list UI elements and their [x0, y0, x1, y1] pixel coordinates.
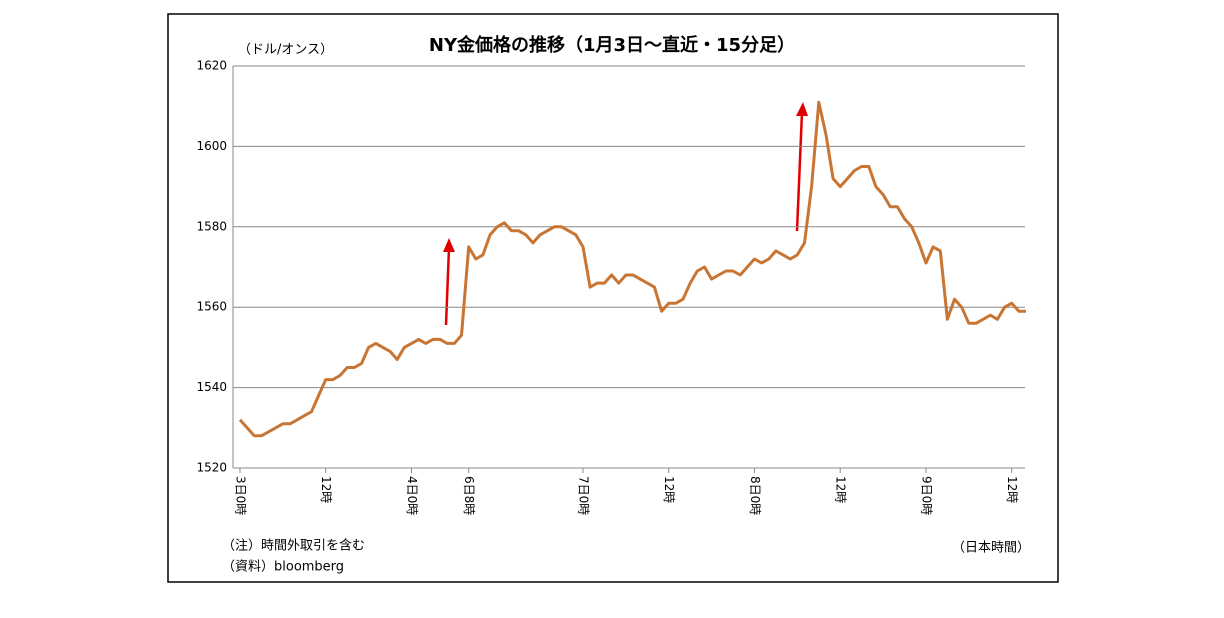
arrows [443, 102, 808, 326]
y-tick-label: 1540 [196, 380, 227, 394]
y-tick-label: 1620 [196, 59, 227, 73]
y-tick-label: 1560 [196, 300, 227, 314]
chart-title: NY金価格の推移（1月3日～直近・15分足） [429, 34, 795, 56]
x-tick-label: 3日0時 [234, 476, 248, 515]
arrow [795, 111, 804, 232]
note: （資料）bloomberg [222, 560, 344, 575]
y-tick-label: 1520 [196, 461, 227, 475]
y-tick-label: 1600 [196, 139, 227, 153]
arrow-head [443, 238, 455, 252]
x-tick-label: 12時 [662, 476, 676, 503]
y-tick-label: 1580 [196, 219, 227, 233]
x-axis-label: （日本時間） [952, 541, 1030, 556]
note: （注）時間外取引を含む [222, 538, 365, 554]
arrow-head [796, 102, 808, 116]
price-line [238, 100, 1026, 438]
chart-frame [167, 13, 1059, 583]
y-axis-label: （ドル/オンス） [238, 43, 333, 58]
x-tick-label: 6日8時 [462, 476, 476, 515]
arrow [444, 247, 451, 326]
x-tick-label: 12時 [834, 476, 848, 503]
x-tick-label: 12時 [319, 476, 333, 503]
x-tick-label: 7日0時 [576, 476, 590, 515]
x-tick-label: 12時 [1005, 476, 1019, 503]
x-tick-label: 4日0時 [405, 476, 419, 515]
x-tick-label: 9日0時 [919, 476, 933, 515]
x-tick-label: 8日0時 [748, 476, 762, 515]
